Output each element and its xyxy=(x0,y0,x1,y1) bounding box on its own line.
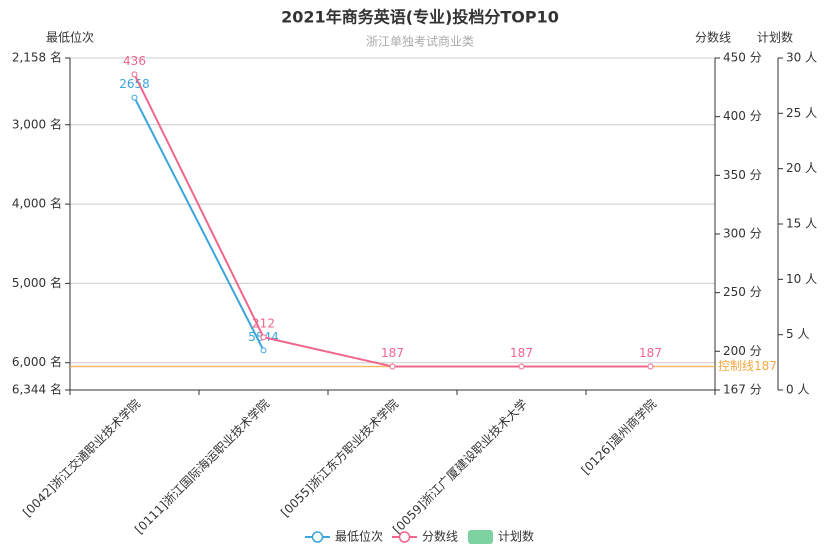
legend-label[interactable]: 计划数 xyxy=(498,529,534,544)
y3-axis-label: 计划数 xyxy=(757,30,793,45)
y-tick-label: 3,000 名 xyxy=(12,116,62,131)
legend-swatch[interactable] xyxy=(468,530,493,544)
data-label: 2658 xyxy=(119,77,150,91)
x-tick-label: [0042]浙江交通职业技术学院 xyxy=(19,396,143,520)
series-point xyxy=(518,363,525,370)
series-point xyxy=(131,71,138,78)
legend-label[interactable]: 最低位次 xyxy=(335,529,383,544)
chart-title: 2021年商务英语(专业)投档分TOP10 xyxy=(281,8,559,27)
y-tick-label: 5,000 名 xyxy=(12,275,62,290)
data-label: 187 xyxy=(381,346,404,360)
y2-tick-label: 200 分 xyxy=(723,344,762,358)
data-label: 436 xyxy=(123,54,146,68)
y-tick-label: 6,344 名 xyxy=(12,382,62,397)
legend-swatch[interactable] xyxy=(398,531,411,543)
markline-label: 控制线187 xyxy=(718,359,777,373)
data-label: 187 xyxy=(510,346,533,360)
legend-label[interactable]: 分数线 xyxy=(422,529,458,544)
data-label: 187 xyxy=(639,346,662,360)
x-tick-label: [0111]浙江国际海运职业技术学院 xyxy=(131,396,272,537)
series-line xyxy=(133,73,651,368)
y3-tick-label: 30 人 xyxy=(786,51,817,65)
y3-tick-label: 15 人 xyxy=(786,217,817,231)
y3-tick-label: 25 人 xyxy=(786,106,817,120)
y2-tick-label: 400 分 xyxy=(723,109,762,123)
y-tick-label: 2,158 名 xyxy=(12,50,62,65)
series-point xyxy=(131,94,138,101)
y2-tick-label: 167 分 xyxy=(723,383,762,397)
data-label: 212 xyxy=(252,317,275,331)
series-point xyxy=(647,363,654,370)
y2-tick-label: 450 分 xyxy=(723,51,762,65)
legend-swatch[interactable] xyxy=(311,531,324,543)
series-point xyxy=(260,347,267,354)
y3-tick-label: 5 人 xyxy=(786,327,809,341)
y2-tick-label: 350 分 xyxy=(723,168,762,182)
y2-axis-label: 分数线 xyxy=(695,30,731,45)
series-point xyxy=(260,334,267,341)
x-tick-label: [0126]温州商学院 xyxy=(578,396,659,477)
y3-tick-label: 10 人 xyxy=(786,272,817,286)
y-tick-label: 4,000 名 xyxy=(12,196,62,211)
x-tick-label: [0055]浙江东方职业技术学院 xyxy=(277,396,401,520)
y2-tick-label: 250 分 xyxy=(723,285,762,299)
y2-tick-label: 300 分 xyxy=(723,226,762,240)
y3-tick-label: 0 人 xyxy=(786,383,809,397)
chart-subtitle: 浙江单独考试商业类 xyxy=(366,34,474,49)
series-point xyxy=(389,363,396,370)
y3-tick-label: 20 人 xyxy=(786,161,817,175)
y-tick-label: 6,000 名 xyxy=(12,354,62,369)
y-axis-label: 最低位次 xyxy=(46,30,94,45)
series-line xyxy=(133,97,265,351)
x-tick-label: [0059]浙江广厦建设职业技术大学 xyxy=(389,396,530,537)
